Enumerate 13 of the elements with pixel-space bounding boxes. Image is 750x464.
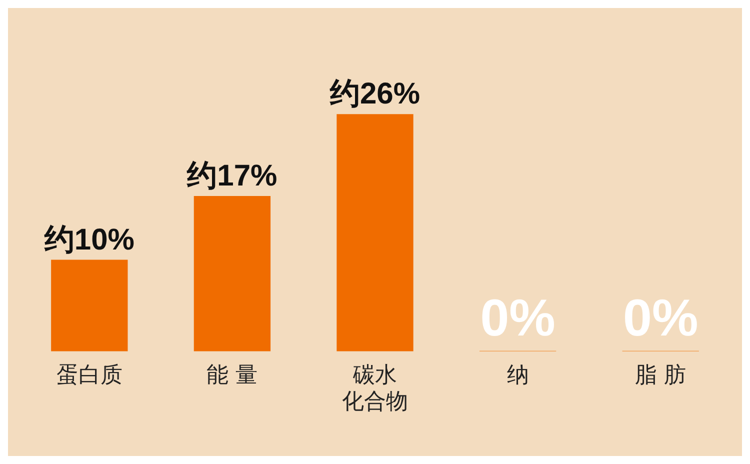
data-label: 0% <box>480 290 556 348</box>
x-tick-label: 碳水化合物 <box>342 363 408 415</box>
data-label: 0% <box>623 290 698 348</box>
x-tick-label: 蛋白质 <box>56 363 122 388</box>
data-label: 约17% <box>186 160 278 193</box>
bar <box>336 114 414 352</box>
data-label: 约10% <box>43 223 134 256</box>
bar <box>194 196 271 352</box>
x-tick-label: 能 量 <box>206 363 258 388</box>
x-tick-label: 纳 <box>506 363 529 388</box>
data-label: 约26% <box>328 78 420 111</box>
bar <box>51 260 128 352</box>
x-tick-label: 脂 肪 <box>635 363 686 388</box>
